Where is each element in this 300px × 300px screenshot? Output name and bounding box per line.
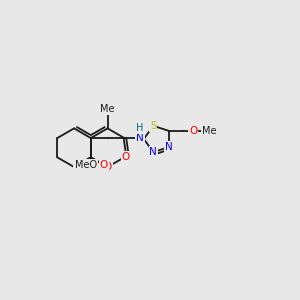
Text: S: S	[150, 121, 157, 131]
Text: N: N	[136, 133, 144, 143]
Text: Me: Me	[100, 104, 115, 114]
Text: O: O	[189, 126, 197, 136]
Text: N: N	[165, 142, 172, 152]
Text: O: O	[122, 152, 130, 162]
Text: N: N	[149, 147, 157, 157]
Text: O: O	[100, 160, 108, 170]
Text: O: O	[103, 162, 112, 172]
Text: MeO: MeO	[75, 160, 98, 170]
Text: H: H	[136, 123, 144, 133]
Text: O: O	[74, 160, 82, 170]
Text: Me: Me	[202, 126, 217, 136]
